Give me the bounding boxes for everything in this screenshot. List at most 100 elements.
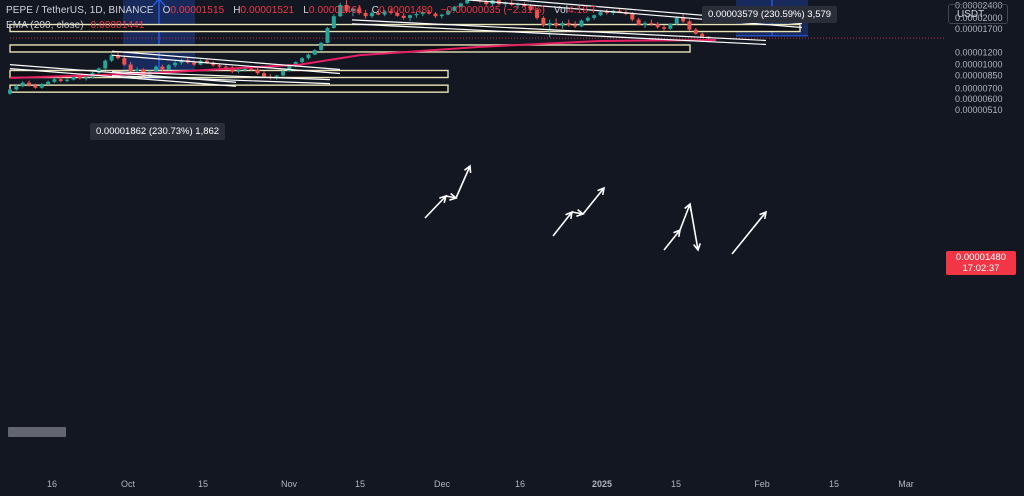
measure-tooltip-right: 0.00003579 (230.59%) 3,579 — [702, 6, 838, 23]
candle-body — [344, 4, 349, 12]
candle-body — [350, 8, 355, 12]
candle-body — [135, 69, 139, 71]
candle-body — [255, 69, 260, 74]
arrow-4 — [731, 211, 767, 255]
candle-body — [115, 55, 120, 59]
arrow-4-head — [759, 210, 768, 220]
candle-body — [8, 89, 12, 94]
candle-body — [649, 23, 654, 25]
arrow-3c-head — [693, 243, 702, 252]
candle-body — [681, 17, 686, 22]
arrow-1a — [424, 195, 447, 219]
candle-body — [484, 1, 489, 5]
candle-body — [217, 65, 222, 67]
candle-body — [560, 23, 565, 26]
x-tick-label: 15 — [355, 479, 365, 489]
candle-body — [414, 13, 419, 16]
currency-button[interactable]: USDT — [948, 4, 1008, 24]
candle-body — [604, 12, 609, 14]
countdown-timer: 17:02:37 — [962, 263, 1000, 274]
open-value: 0.00001515 — [170, 5, 225, 16]
arrow-1c-head — [463, 164, 472, 174]
candle-body — [541, 17, 546, 25]
candle-body — [547, 23, 552, 25]
candle-body — [262, 73, 266, 77]
candle-body — [573, 24, 578, 27]
candle-body — [554, 23, 559, 26]
low-value: 0.00001461 — [308, 5, 363, 16]
arrow-1b — [445, 195, 457, 199]
candle-body — [33, 85, 38, 88]
candle-body — [173, 62, 178, 66]
candle-body — [369, 12, 374, 17]
x-tick-label: Oct — [121, 479, 136, 489]
candle-body — [160, 66, 165, 70]
candle-body — [52, 79, 57, 82]
candle-body — [598, 12, 603, 16]
candle-body — [357, 8, 362, 13]
arrow-2b — [571, 211, 584, 215]
x-tick-label: Mar — [898, 479, 914, 489]
candle-body — [103, 60, 108, 69]
candle-body — [655, 24, 660, 28]
candle-body — [331, 16, 336, 29]
candle-body — [579, 20, 584, 27]
arrow-2c — [582, 187, 605, 215]
candle-body — [401, 15, 406, 18]
candle-body — [395, 12, 400, 16]
candle-body — [382, 11, 387, 15]
candle-body — [300, 58, 305, 62]
symbol-label: PEPE / TetherUS, 1D, BINANCE — [6, 5, 154, 16]
support-zone-1260 — [9, 44, 691, 53]
candle-body — [14, 86, 19, 90]
arrow-1c — [455, 165, 471, 199]
candle-body — [585, 17, 590, 21]
arrow-2c-head — [597, 186, 606, 196]
y-tick-label: 0.00000850 — [955, 71, 1003, 81]
candle-body — [693, 29, 698, 34]
measure-tooltip-left: 0.00001862 (230.73%) 1,862 — [90, 123, 226, 140]
candle-body — [662, 27, 667, 29]
scroll-handle[interactable] — [8, 427, 66, 437]
candle-body — [363, 12, 368, 17]
candle-body — [408, 15, 413, 18]
trendline-wedge-bottom-inner — [111, 75, 331, 85]
candle-body — [446, 10, 451, 15]
trendline-wedge-top — [111, 50, 341, 71]
candle-body — [249, 68, 254, 70]
candle-body — [674, 17, 679, 24]
candle-body — [630, 13, 635, 20]
x-tick-label: 15 — [671, 479, 681, 489]
candle-body — [84, 77, 89, 79]
candle-body — [389, 11, 393, 13]
y-tick-label: 0.00000700 — [955, 84, 1003, 94]
arrow-3b — [679, 203, 691, 231]
y-tick-label: 0.00002400 — [955, 1, 1003, 11]
candle-body — [287, 65, 292, 71]
trendline-wedge-top-inner — [111, 54, 341, 75]
candle-body — [166, 65, 171, 70]
candle-body — [319, 42, 324, 51]
candle-body — [96, 68, 101, 73]
candle-body — [223, 66, 228, 68]
candle-body — [528, 6, 533, 10]
close-value: 0.00001480 — [378, 5, 433, 16]
candle-body — [312, 50, 317, 55]
y-tick-label: 0.00000510 — [955, 105, 1003, 115]
candle-body — [281, 70, 286, 76]
measure-arrow-left — [152, 0, 166, 7]
candle-body — [236, 70, 241, 72]
candle-body — [338, 4, 343, 17]
ohlc-legend: PEPE / TetherUS, 1D, BINANCE O0.00001515… — [6, 5, 597, 16]
current-price-value: 0.00001480 — [955, 252, 1007, 263]
ema-legend[interactable]: EMA (200, close) 0.00001441 — [6, 20, 144, 31]
x-tick-label: 16 — [515, 479, 525, 489]
candle-body — [71, 76, 76, 80]
change-value: −0.00000035 (−2.31%) — [440, 5, 546, 16]
candle-body — [27, 82, 32, 86]
current-price-tag: 0.00001480 17:02:37 — [946, 251, 1016, 275]
candle-body — [458, 3, 463, 7]
high-value: 0.00001521 — [240, 5, 295, 16]
volume-value: 4.18 T — [568, 5, 597, 16]
